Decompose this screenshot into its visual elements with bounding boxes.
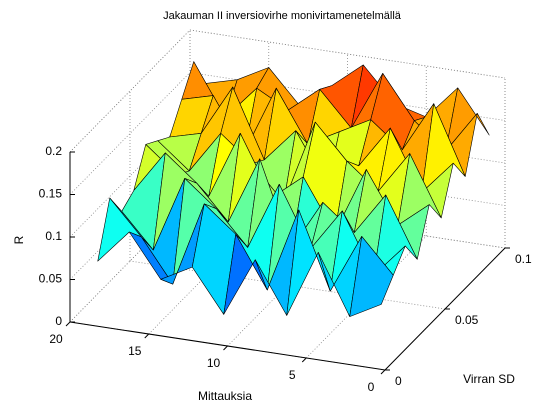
z-tick-label: 0.05: [39, 272, 63, 286]
y-tick-label: 0.05: [455, 313, 479, 327]
x-tick: [144, 333, 150, 339]
chart-title: Jakauman II inversiovirhe monivirtamenet…: [163, 10, 402, 22]
y-axis-label: Virran SD: [463, 372, 515, 386]
z-tick-label: 0: [55, 314, 62, 328]
y-tick-label: 0.1: [515, 252, 532, 266]
surface-patch: [349, 236, 394, 317]
y-tick-label: 0: [395, 374, 402, 388]
z-tick-label: 0.2: [45, 144, 62, 158]
x-tick: [301, 357, 307, 363]
x-tick-label: 5: [289, 368, 296, 382]
z-axis-label: R: [12, 235, 26, 244]
x-tick-label: 0: [368, 380, 375, 394]
z-tick-label: 0.15: [39, 187, 63, 201]
x-tick: [65, 321, 71, 327]
x-axis-label: Mittauksia: [198, 389, 252, 403]
x-tick-label: 20: [49, 332, 63, 346]
x-tick: [380, 369, 386, 375]
x-tick: [223, 345, 228, 351]
z-tick-label: 0.1: [45, 229, 62, 243]
x-tick-label: 15: [128, 344, 142, 358]
grid-line: [189, 29, 506, 79]
x-tick-label: 10: [207, 356, 221, 370]
